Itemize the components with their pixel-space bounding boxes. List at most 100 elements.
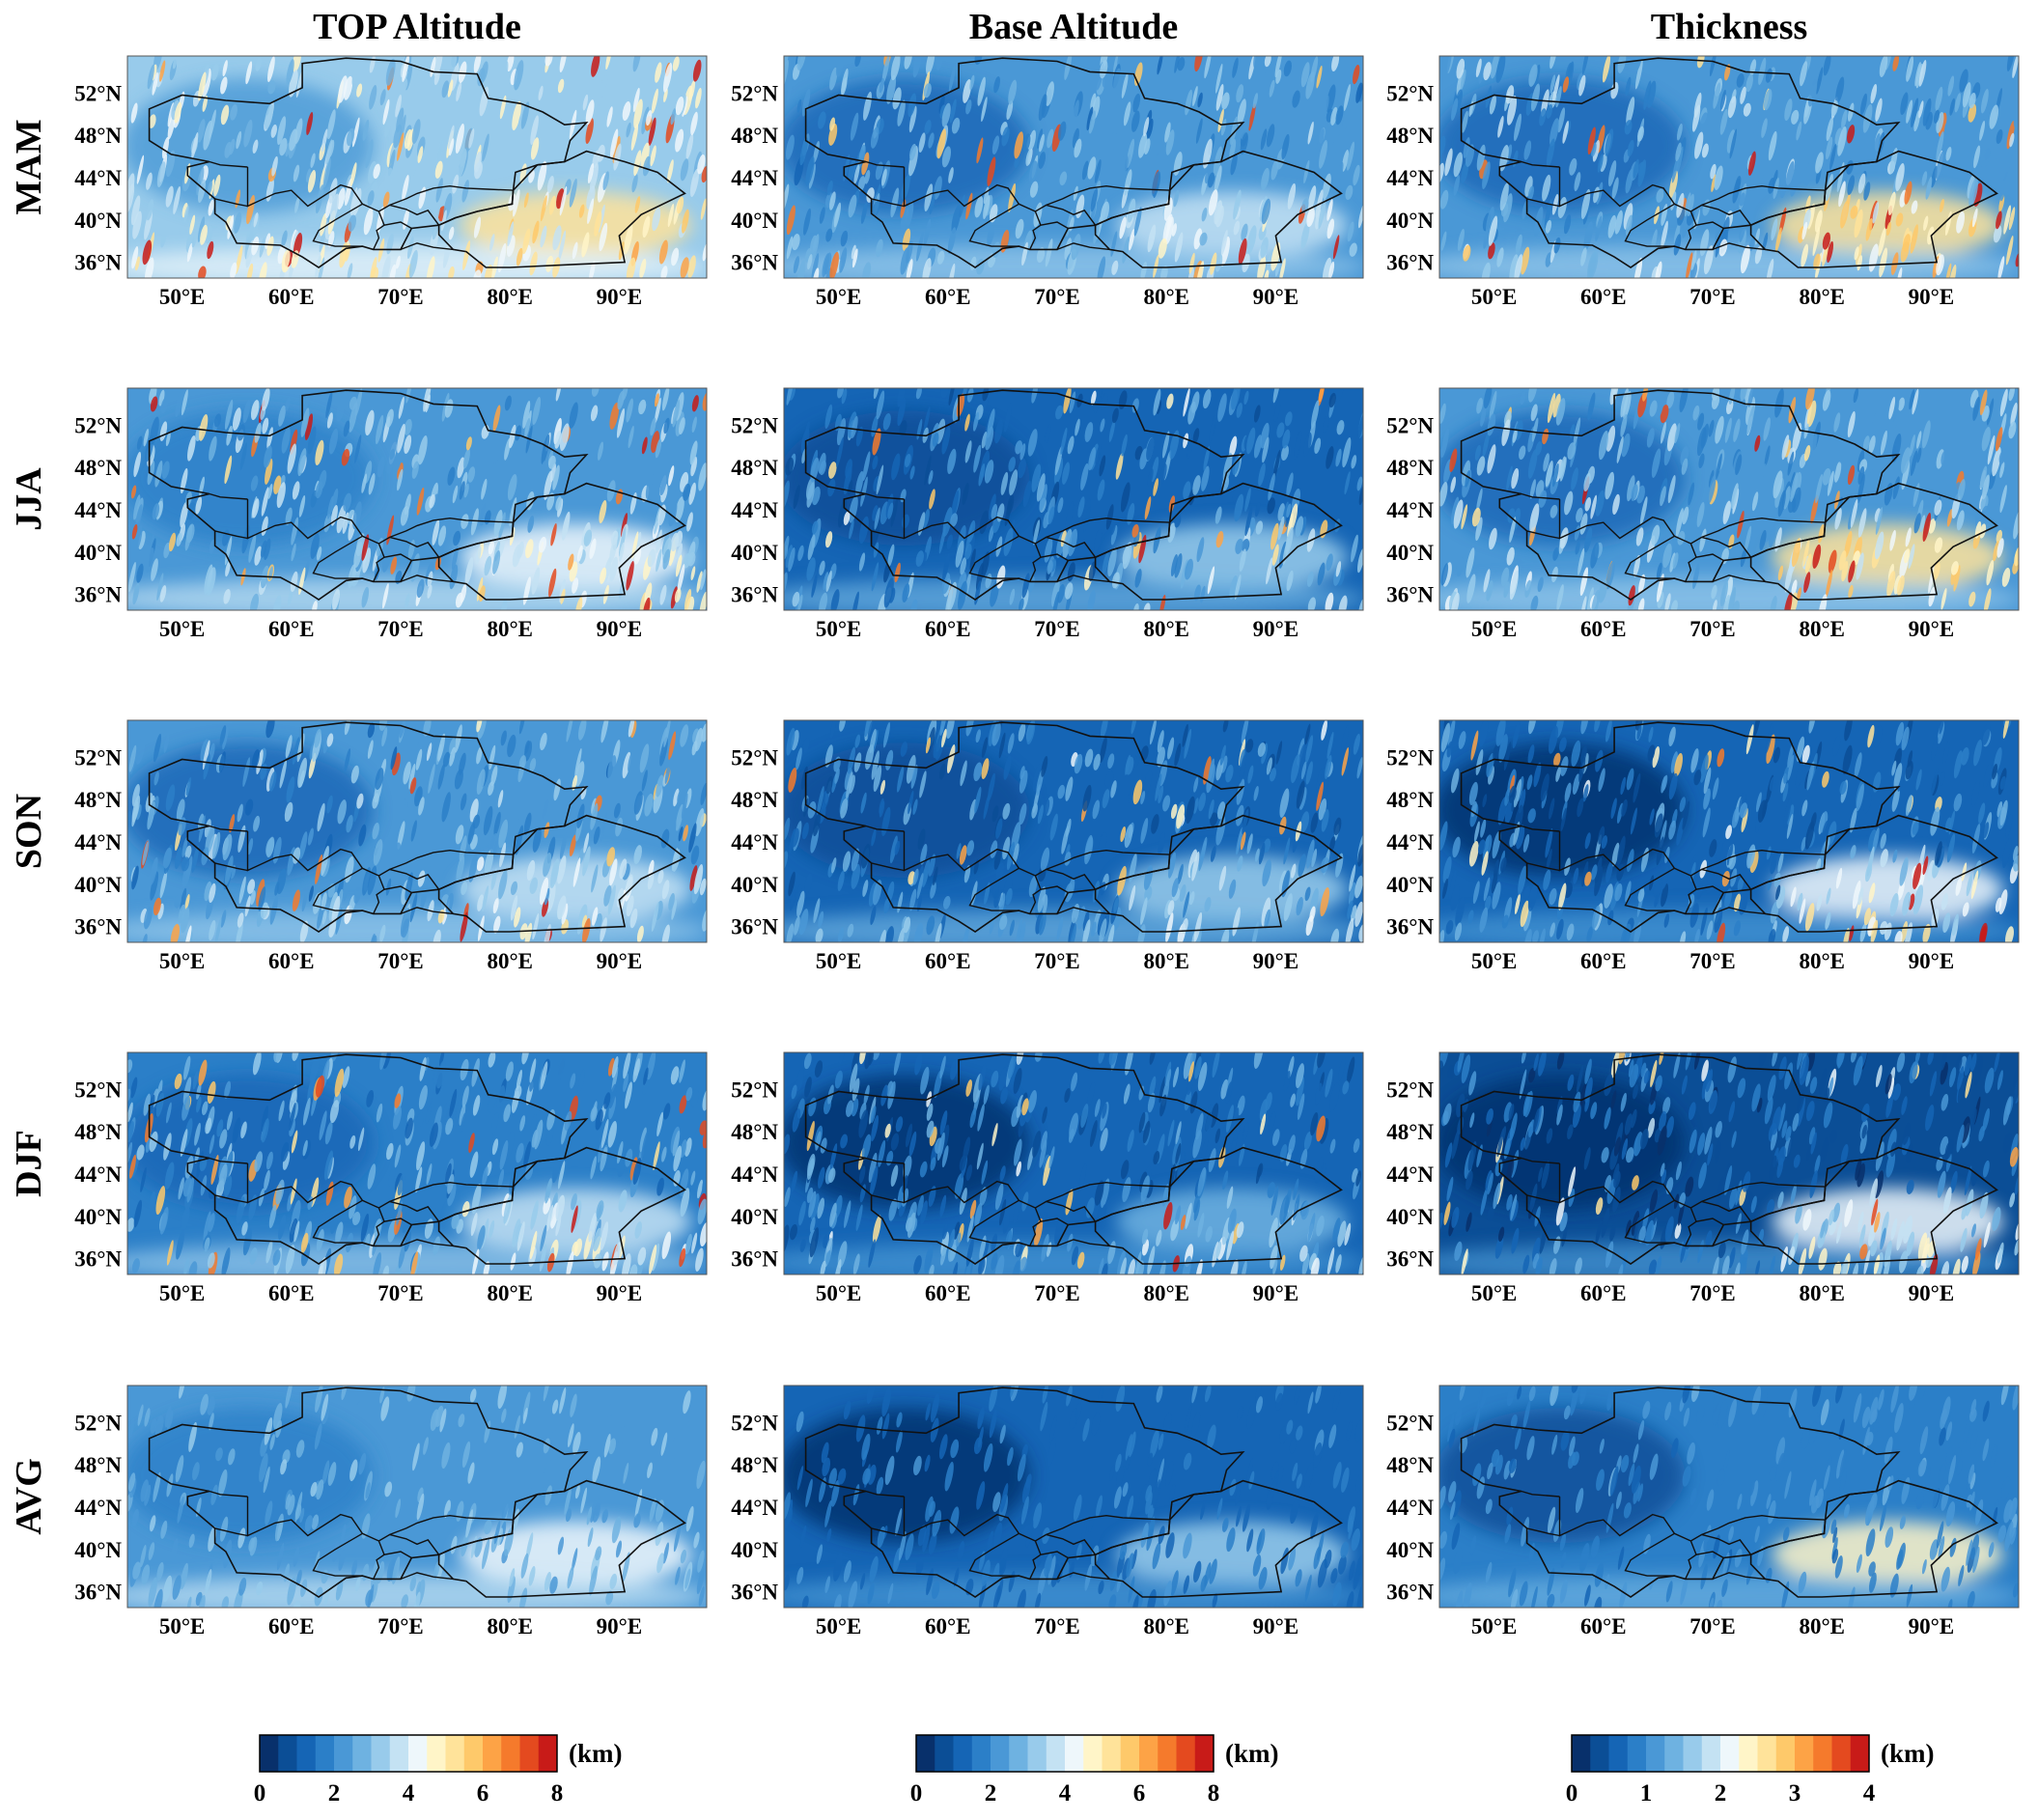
colorbar-swatch (1775, 1735, 1796, 1772)
country-border (1046, 1200, 1097, 1222)
lon-tick-label: 70°E (1034, 617, 1080, 641)
panel-frame (126, 1051, 708, 1275)
lat-tick-label: 52°N (1386, 1078, 1434, 1102)
lat-tick-label: 40°N (731, 1538, 778, 1562)
lon-tick-label: 90°E (1909, 1281, 1955, 1305)
map-panel (126, 719, 708, 943)
country-border (312, 203, 363, 247)
colorbar-swatch (1850, 1735, 1870, 1772)
lon-tick-label: 80°E (1799, 285, 1845, 309)
colorbar-swatch (1646, 1735, 1665, 1772)
colorbar: 0 2 4 6 8(km) (254, 1734, 623, 1806)
region-boundary (437, 482, 686, 601)
country-border (1689, 1540, 1724, 1559)
colorbar-unit-label: (km) (569, 1739, 623, 1768)
lat-tick-label: 44°N (1386, 498, 1434, 522)
country-border (214, 530, 248, 540)
lat-tick-label: 40°N (74, 209, 122, 233)
lon-tick-label: 90°E (597, 285, 643, 309)
lat-tick-label: 52°N (74, 1411, 122, 1435)
lat-tick-label: 40°N (74, 1538, 122, 1562)
country-border (1034, 543, 1069, 562)
country-border (1685, 556, 1697, 582)
panel-frame (783, 55, 1364, 279)
colorbar-tick-label: 0 (1566, 1780, 1578, 1806)
colorbar-swatch (1590, 1735, 1609, 1772)
map-panel (1438, 719, 2020, 943)
lon-tick-label: 90°E (1253, 285, 1299, 309)
lat-tick-label: 48°N (1386, 456, 1434, 480)
colorbar-unit-label: (km) (1225, 1739, 1279, 1768)
country-border (1034, 1207, 1069, 1226)
country-border (1712, 1239, 1766, 1247)
country-border (1624, 535, 1675, 579)
lon-tick-label: 50°E (1471, 949, 1518, 973)
colorbar-swatch (352, 1735, 372, 1772)
colorbar-swatch (389, 1735, 409, 1772)
lat-tick-label: 40°N (731, 1205, 778, 1229)
colorbar-swatch (538, 1735, 558, 1772)
colorbar-swatch (1608, 1735, 1629, 1772)
country-border (1712, 907, 1766, 915)
colorbar-swatch (1139, 1735, 1159, 1772)
lat-tick-label: 52°N (731, 413, 778, 437)
lon-tick-label: 60°E (268, 949, 315, 973)
region-boundary (1094, 814, 1343, 933)
colorbar-swatch (1120, 1735, 1140, 1772)
country-border (373, 1554, 385, 1580)
colorbar-swatch (1664, 1735, 1684, 1772)
lon-tick-label: 80°E (1799, 1614, 1845, 1638)
colorbar-swatch (1083, 1735, 1103, 1772)
lat-tick-label: 44°N (731, 1496, 778, 1520)
lat-tick-label: 48°N (74, 124, 122, 148)
lat-tick-label: 36°N (1386, 915, 1434, 939)
country-border (214, 198, 248, 208)
lon-tick-label: 60°E (925, 617, 971, 641)
country-border (373, 556, 385, 582)
country-border (1521, 160, 1560, 168)
colorbar-tick-label: 8 (1208, 1780, 1220, 1806)
country-border (1526, 198, 1560, 208)
country-border (1046, 868, 1097, 890)
lon-tick-label: 80°E (1143, 949, 1189, 973)
column-title: Thickness (1651, 7, 1808, 47)
row-title: DJF (9, 1130, 49, 1197)
lon-tick-label: 60°E (268, 285, 315, 309)
colorbar-swatch (278, 1735, 297, 1772)
colorbar-swatch (296, 1735, 317, 1772)
lat-tick-label: 52°N (74, 413, 122, 437)
colorbar-tick-label: 6 (477, 1780, 489, 1806)
lat-tick-label: 44°N (1386, 1496, 1434, 1520)
map-panel (783, 1051, 1364, 1275)
lat-tick-label: 52°N (1386, 413, 1434, 437)
country-border (1526, 1194, 1560, 1204)
lon-tick-label: 50°E (159, 949, 206, 973)
lon-tick-label: 50°E (159, 285, 206, 309)
lon-tick-label: 50°E (1471, 617, 1518, 641)
lon-tick-label: 80°E (487, 617, 533, 641)
country-border (1029, 556, 1042, 582)
country-border (389, 1200, 440, 1222)
country-border (968, 535, 1019, 579)
country-border (377, 210, 412, 230)
lat-tick-label: 44°N (1386, 1162, 1434, 1187)
country-border (1685, 1220, 1697, 1246)
lat-tick-label: 48°N (731, 1453, 778, 1477)
colorbar-swatch (445, 1735, 465, 1772)
lat-tick-label: 40°N (731, 873, 778, 897)
lon-tick-label: 60°E (925, 1281, 971, 1305)
country-border (400, 1572, 454, 1581)
map-panel (1438, 1385, 2020, 1609)
colorbar-swatch (1027, 1735, 1047, 1772)
panel-frame (1438, 719, 2020, 943)
country-border (1046, 204, 1097, 226)
region-boundary (437, 150, 686, 268)
region-boundary (1749, 814, 1998, 933)
colorbar-swatch (1572, 1735, 1591, 1772)
colorbar-swatch (501, 1735, 520, 1772)
lon-tick-label: 60°E (268, 617, 315, 641)
lon-tick-label: 60°E (1580, 1614, 1627, 1638)
colorbar-tick-label: 2 (328, 1780, 341, 1806)
column-title: TOP Altitude (313, 7, 521, 47)
country-border (1029, 1220, 1042, 1246)
